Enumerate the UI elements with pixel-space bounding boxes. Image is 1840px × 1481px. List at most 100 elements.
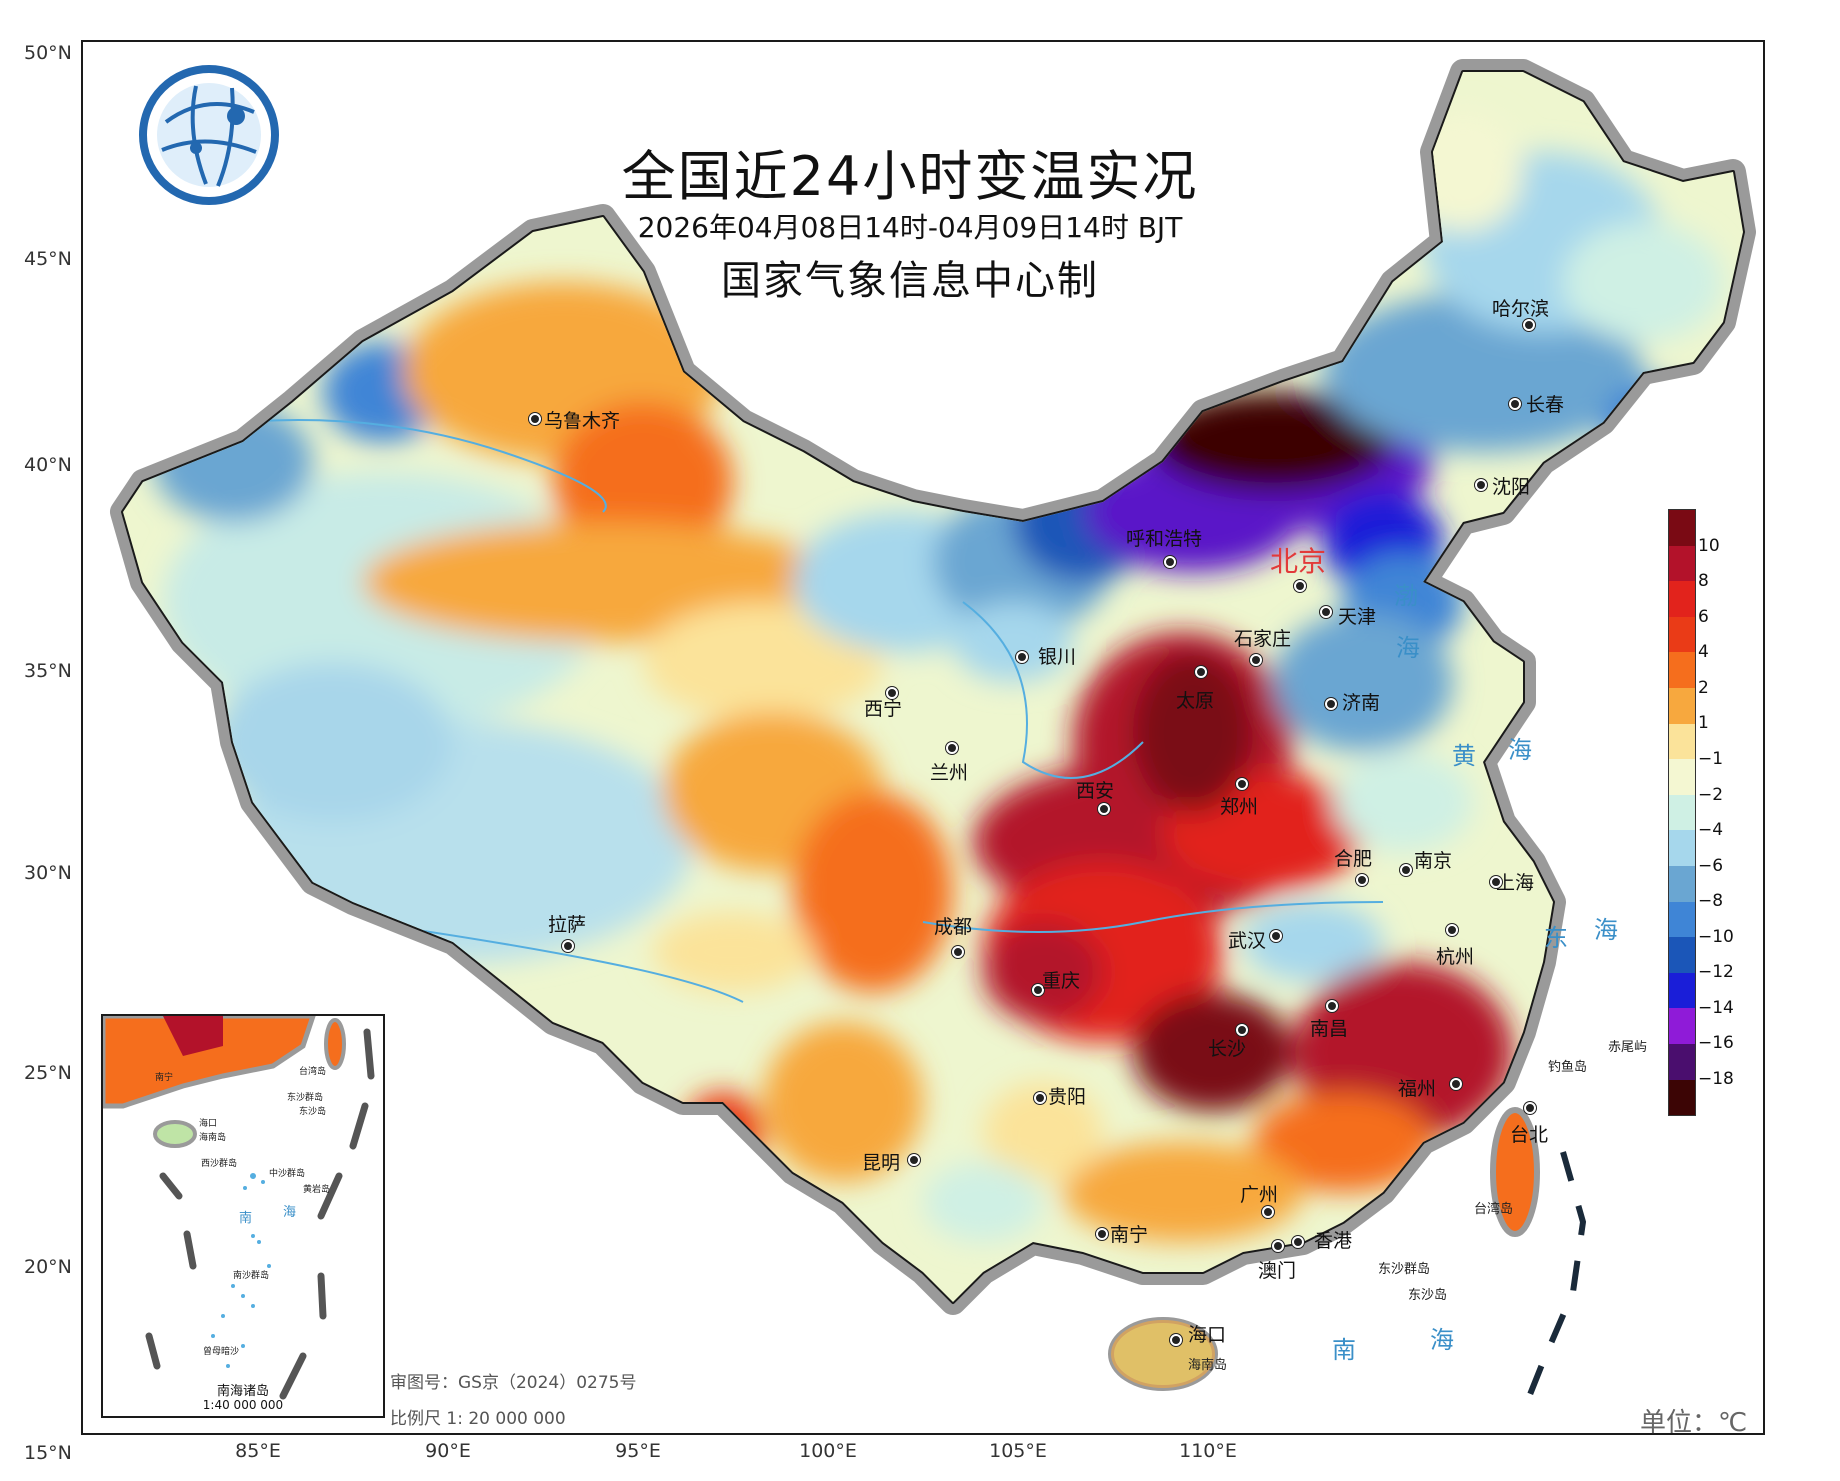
legend-swatch [1669, 687, 1695, 724]
city-marker [952, 946, 964, 958]
legend-swatch [1669, 1043, 1695, 1080]
city-label: 海口 [1188, 1324, 1227, 1346]
temperature-map [83, 42, 1763, 1414]
lon-label-85: 85°E [235, 1440, 281, 1462]
lat-label-35: 35°N [24, 660, 72, 682]
legend-swatch [1669, 510, 1695, 546]
review-number: 审图号：GS京（2024）0275号 [390, 1373, 637, 1393]
sea-label: 海 [1508, 736, 1532, 764]
legend-swatch [1669, 616, 1695, 653]
city-marker [1098, 803, 1110, 815]
legend-label: −6 [1698, 856, 1724, 876]
city-marker [562, 940, 574, 952]
city-label: 石家庄 [1234, 628, 1292, 650]
city-label: 哈尔滨 [1492, 298, 1550, 320]
producer: 国家气象信息中心制 [721, 258, 1099, 304]
inset-title: 南海诸岛 [216, 1384, 269, 1399]
city-marker [1195, 666, 1207, 678]
city-marker [1032, 984, 1044, 996]
legend-swatch [1669, 652, 1695, 688]
inset-label: 西沙群岛 [201, 1157, 237, 1169]
place-label: 赤尾屿 [1608, 1040, 1648, 1055]
south-china-sea-inset: 南宁 台湾岛 海口 海南岛 东沙群岛 东沙岛 西沙群岛 中沙群岛 黄岩岛 南 海… [101, 1014, 385, 1418]
legend-label: −16 [1698, 1033, 1734, 1053]
legend-swatch [1669, 901, 1695, 938]
city-marker [1356, 874, 1368, 886]
inset-label: 海 [283, 1205, 296, 1220]
city-label: 福州 [1398, 1078, 1437, 1100]
city-marker [1475, 479, 1487, 491]
legend-label: −14 [1698, 998, 1734, 1018]
inset-label: 中沙群岛 [269, 1167, 305, 1179]
inset-label: 东沙群岛 [287, 1091, 323, 1103]
color-legend [1668, 509, 1696, 1116]
legend-swatch [1669, 1008, 1695, 1044]
legend-swatch [1669, 1079, 1695, 1116]
city-label: 长春 [1526, 394, 1565, 416]
legend-label: 4 [1698, 642, 1709, 662]
city-marker [1096, 1228, 1108, 1240]
city-label: 太原 [1176, 690, 1215, 712]
city-marker [1250, 654, 1262, 666]
city-label: 天津 [1338, 606, 1377, 628]
city-label: 上海 [1496, 872, 1535, 894]
city-marker [1270, 930, 1282, 942]
legend-label: 10 [1698, 536, 1720, 556]
city-label: 武汉 [1228, 930, 1267, 952]
lat-label-15: 15°N [24, 1442, 72, 1464]
place-label: 台湾岛 [1474, 1202, 1514, 1217]
lat-label-25: 25°N [24, 1062, 72, 1084]
city-label: 西安 [1076, 780, 1115, 802]
city-marker [1236, 1024, 1248, 1036]
legend-label: 2 [1698, 678, 1709, 698]
sea-label: 黄 [1452, 742, 1476, 770]
city-marker [1294, 580, 1306, 592]
city-label: 济南 [1342, 692, 1381, 714]
city-marker [908, 1154, 920, 1166]
city-marker [1016, 651, 1028, 663]
city-label: 昆明 [862, 1152, 901, 1174]
legend-label: −1 [1698, 749, 1724, 769]
sea-label: 海 [1396, 634, 1420, 662]
place-label: 东沙岛 [1408, 1288, 1448, 1303]
legend-swatch [1669, 723, 1695, 760]
legend-label: −4 [1698, 820, 1724, 840]
inset-label: 南 [239, 1210, 252, 1226]
city-label: 合肥 [1334, 848, 1373, 870]
logo-icon [139, 65, 279, 205]
legend-swatch [1669, 545, 1695, 582]
city-label: 香港 [1314, 1230, 1353, 1252]
city-marker [1320, 606, 1332, 618]
lon-label-90: 90°E [425, 1440, 471, 1462]
city-marker [1262, 1206, 1274, 1218]
city-label: 南宁 [1110, 1224, 1149, 1246]
legend-label: −18 [1698, 1069, 1734, 1089]
legend-swatch [1669, 794, 1695, 831]
lat-label-20: 20°N [24, 1256, 72, 1278]
lon-label-95: 95°E [615, 1440, 661, 1462]
legend-swatch [1669, 937, 1695, 973]
city-label: 长沙 [1208, 1038, 1247, 1060]
legend-swatch [1669, 830, 1695, 866]
city-label: 重庆 [1042, 970, 1081, 992]
inset-scale: 1:40 000 000 [202, 1398, 284, 1412]
city-marker [1034, 1092, 1046, 1104]
legend-label: −10 [1698, 927, 1734, 947]
inset-label: 东沙岛 [299, 1105, 326, 1117]
legend-swatch [1669, 759, 1695, 795]
lon-label-105: 105°E [989, 1440, 1047, 1462]
city-marker [529, 413, 541, 425]
inset-label: 南宁 [155, 1071, 173, 1083]
lon-label-100: 100°E [799, 1440, 857, 1462]
inset-label: 海口 [199, 1117, 217, 1129]
map-frame [81, 40, 1765, 1435]
city-label: 西宁 [864, 698, 903, 720]
place-label: 海南岛 [1188, 1358, 1228, 1373]
city-marker [1450, 1078, 1462, 1090]
city-label: 澳门 [1258, 1260, 1297, 1282]
city-marker [1400, 864, 1412, 876]
city-label: 银川 [1038, 646, 1077, 668]
city-label: 拉萨 [548, 914, 587, 936]
city-label: 沈阳 [1492, 476, 1531, 498]
time-range: 2026年04月08日14时-04月09日14时 BJT [637, 211, 1183, 244]
